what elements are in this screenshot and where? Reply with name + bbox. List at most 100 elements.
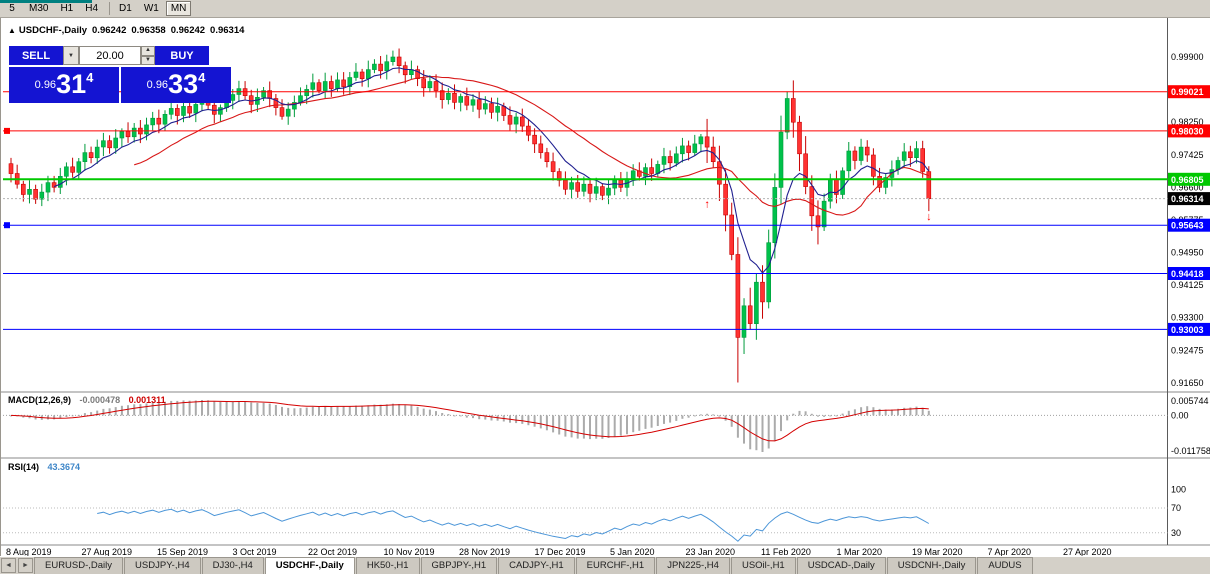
buy-price-button[interactable]: 0.96 33 4 [121,67,231,103]
sell-price-button[interactable]: 0.96 31 4 [9,67,119,103]
rsi-indicator-label: RSI(14) 43.3674 [8,462,80,472]
svg-text:19 Mar 2020: 19 Mar 2020 [912,547,963,556]
line-handle[interactable] [4,127,10,134]
tab-usdcad-daily[interactable]: USDCAD-,Daily [796,557,886,574]
tab-scroll-left-button[interactable]: ◄ [1,558,16,573]
svg-text:0.94125: 0.94125 [1171,280,1204,290]
svg-text:8 Aug 2019: 8 Aug 2019 [6,547,52,556]
svg-text:0.98030: 0.98030 [1171,126,1204,136]
macd-signal-line [10,400,929,442]
sell-price-pipette: 4 [86,70,94,85]
sell-price-big-digits: 31 [56,69,87,99]
svg-text:0.94950: 0.94950 [1171,248,1204,258]
chart-title: ▲ USDCHF-,Daily 0.96242 0.96358 0.96242 0.963… [8,25,244,36]
buy-price-pipette: 4 [198,70,206,85]
macd-main-value: -0.000478 [79,395,121,405]
tab-scroll-right-button[interactable]: ► [18,558,33,573]
timeframe-button-m30[interactable]: M30 [29,3,49,14]
current-price-badge: 0.96314 [1168,192,1210,206]
timeframe-button-w1[interactable]: W1 [143,3,159,14]
tab-hk50-h1[interactable]: HK50-,H1 [355,557,420,574]
svg-text:0.99900: 0.99900 [1171,52,1204,62]
time-axis[interactable]: 8 Aug 2019 27 Aug 2019 15 Sep 2019 3 Oct 20… [6,547,1112,556]
svg-text:0.96314: 0.96314 [1171,194,1204,204]
svg-text:3 Oct 2019: 3 Oct 2019 [233,547,277,556]
tab-usdcnh-daily[interactable]: USDCNH-,Daily [886,557,977,574]
tab-usdjpy-h4[interactable]: USDJPY-,H4 [124,557,201,574]
ma-slow-line [134,76,929,216]
svg-text:15 Sep 2019: 15 Sep 2019 [157,547,208,556]
svg-text:22 Oct 2019: 22 Oct 2019 [308,547,357,556]
svg-text:0.94418: 0.94418 [1171,269,1204,279]
timeframe-button-h1[interactable]: H1 [60,3,74,14]
price-badge-0.95643: 0.95643 [1168,218,1210,232]
svg-text:5 Jan 2020: 5 Jan 2020 [610,547,655,556]
svg-text:0.91650: 0.91650 [1171,378,1204,388]
svg-text:27 Aug 2019: 27 Aug 2019 [82,547,133,556]
timeframe-button-d1[interactable]: D1 [119,3,132,14]
tab-audus[interactable]: AUDUS [977,557,1033,574]
macd-histogram [10,400,930,452]
toolbar-separator [109,2,111,15]
ohlc-close: 0.96314 [210,25,245,36]
buy-price-prefix: 0.96 [146,79,169,91]
svg-text:17 Dec 2019: 17 Dec 2019 [535,547,586,556]
ohlc-low: 0.96242 [170,25,206,36]
svg-text:0.96805: 0.96805 [1171,175,1204,185]
svg-text:70: 70 [1171,503,1181,513]
tab-eurchf-h1[interactable]: EURCHF-,H1 [575,557,656,574]
volume-input[interactable] [79,46,141,65]
rsi-axis: 100 70 30 [1171,484,1186,537]
sell-button[interactable]: SELL [9,46,63,65]
svg-text:23 Jan 2020: 23 Jan 2020 [686,547,736,556]
tab-eurusd-daily[interactable]: EURUSD-,Daily [34,557,124,574]
chart-symbol-period: USDCHF-,Daily [18,25,88,36]
ohlc-open: 0.96242 [92,25,127,36]
volume-dropdown-button[interactable]: ▼ [63,46,79,65]
trade-arrow-icon: ↑ [704,198,710,210]
tab-cadjpy-h1[interactable]: CADJPY-,H1 [498,557,575,574]
svg-text:0.99021: 0.99021 [1171,87,1204,97]
svg-text:10 Nov 2019: 10 Nov 2019 [384,547,435,556]
rsi-value: 43.3674 [47,462,81,472]
chart-canvas[interactable]: 0.999000.990750.982500.974250.966000.957… [1,18,1210,556]
volume-up-button[interactable]: ▲ [141,46,155,56]
line-handle[interactable] [4,222,10,229]
macd-signal-value: 0.001311 [128,395,166,405]
svg-text:0.005744: 0.005744 [1171,396,1209,406]
svg-text:1 Mar 2020: 1 Mar 2020 [837,547,883,556]
macd-indicator-label: MACD(12,26,9) -0.000478 0.001311 [8,395,166,405]
tab-usoil-h1[interactable]: USOil-,H1 [730,557,796,574]
svg-text:-0.011758: -0.011758 [1171,446,1210,456]
sell-price-prefix: 0.96 [34,79,57,91]
tab-jpn225-h4[interactable]: JPN225-,H4 [656,557,730,574]
buy-price-big-digits: 33 [168,69,199,99]
collapse-icon[interactable]: ▲ [8,26,16,35]
tab-gbpjpy-h1[interactable]: GBPJPY-,H1 [420,557,498,574]
svg-text:0.98250: 0.98250 [1171,117,1204,127]
svg-text:11 Feb 2020: 11 Feb 2020 [761,547,811,556]
ma-fast-line [53,67,930,274]
rsi-line [97,508,930,542]
chart-window: 0.999000.990750.982500.974250.966000.957… [0,18,1210,556]
tab-usdchf-daily[interactable]: USDCHF-,Daily [264,557,355,574]
chevron-down-icon: ▼ [68,52,74,59]
horizontal-lines [3,91,1168,330]
svg-text:27 Apr 2020: 27 Apr 2020 [1063,547,1112,556]
svg-text:0.96600: 0.96600 [1171,182,1204,192]
timeframe-toolbar: 5 M30 H1 H4 D1 W1 MN [0,0,1210,18]
price-badge-0.98030: 0.98030 [1168,124,1210,138]
timeframe-button-5[interactable]: 5 [9,3,15,14]
svg-text:0.93003: 0.93003 [1171,325,1204,335]
volume-down-button[interactable]: ▼ [141,55,155,65]
buy-button[interactable]: BUY [155,46,209,65]
timeframe-button-h4[interactable]: H4 [85,3,99,14]
timeframe-button-mn[interactable]: MN [165,1,192,16]
trade-arrow-icon: ↓ [926,211,932,223]
volume-stepper: ▲ ▼ [141,46,155,65]
candlestick-series [8,48,932,383]
svg-text:0.97425: 0.97425 [1171,150,1204,160]
tab-dj30-h4[interactable]: DJ30-,H4 [201,557,264,574]
